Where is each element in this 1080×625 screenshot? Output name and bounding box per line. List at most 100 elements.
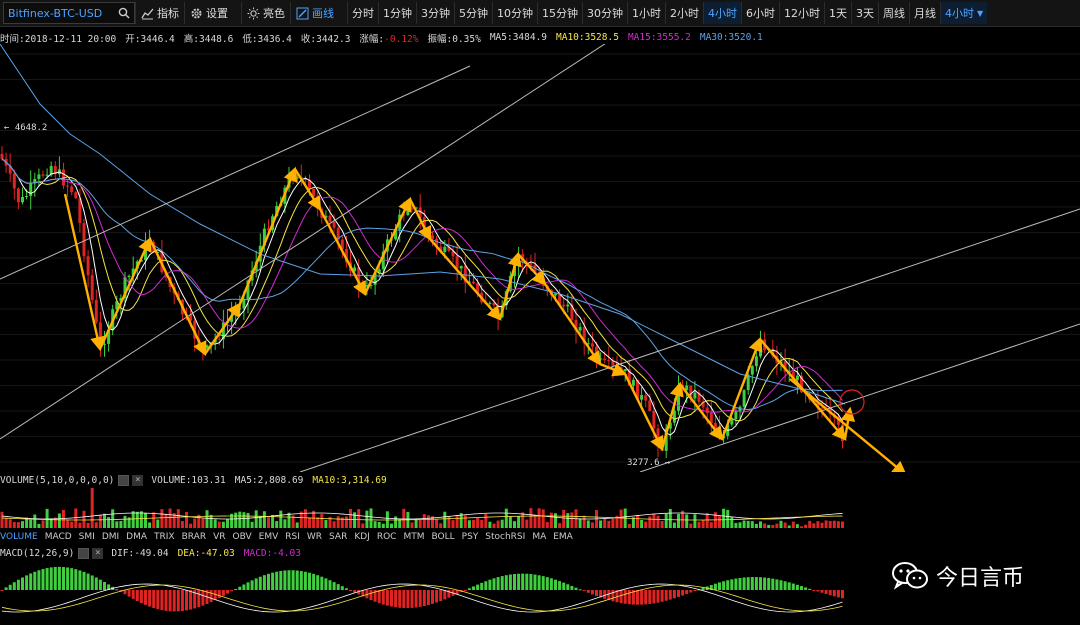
zigzag-arrow[interactable] <box>498 251 522 320</box>
zigzag-arrow[interactable] <box>623 373 664 452</box>
timeframe-4[interactable]: 10分钟 <box>492 2 537 24</box>
timeframe-13[interactable]: 3天 <box>851 2 878 24</box>
volume-bar <box>447 516 451 528</box>
zigzag-arrow[interactable] <box>363 196 412 295</box>
candlestick-chart[interactable] <box>0 44 1080 472</box>
zigzag-arrow[interactable] <box>429 238 502 321</box>
indicator-tab-mtm[interactable]: MTM <box>403 532 425 542</box>
indicator-tab-rsi[interactable]: RSI <box>285 532 300 542</box>
trend-line-1[interactable] <box>299 208 1080 472</box>
timeframe-0[interactable]: 分时 <box>347 2 378 24</box>
trend-line-3[interactable] <box>0 65 471 280</box>
zigzag-arrow[interactable] <box>98 236 152 350</box>
macd-bar <box>152 590 156 608</box>
zigzag-arrow[interactable] <box>679 383 724 441</box>
search-icon[interactable] <box>118 7 130 19</box>
zigzag-arrow[interactable] <box>238 166 298 305</box>
indicator-tab-ema[interactable]: EMA <box>553 532 573 542</box>
indicator-tab-kdj[interactable]: KDJ <box>354 532 370 542</box>
candle-body <box>131 268 135 276</box>
indicator-tab-emv[interactable]: EMV <box>258 532 279 542</box>
macd-settings-icon[interactable] <box>78 548 90 559</box>
indicator-tab-sar[interactable]: SAR <box>329 532 348 542</box>
timeframe-11[interactable]: 12小时 <box>779 2 824 24</box>
indicator-tab-brar[interactable]: BRAR <box>181 532 207 542</box>
indicator-tab-wr[interactable]: WR <box>306 532 323 542</box>
candle-body <box>332 221 336 228</box>
timeframe-14[interactable]: 周线 <box>878 2 909 24</box>
timeframe-dropdown[interactable]: 4小时 ▼ <box>940 2 988 24</box>
watermark-text: 今日言币 <box>936 566 1025 591</box>
zigzag-arrow[interactable] <box>318 208 367 297</box>
indicator-tab-psy[interactable]: PSY <box>461 532 479 542</box>
trend-line-0[interactable] <box>0 44 620 440</box>
trend-line-2[interactable] <box>639 323 1080 472</box>
indicator-tab-macd[interactable]: MACD <box>44 532 72 542</box>
zigzag-arrow[interactable] <box>204 302 242 355</box>
volume-bar <box>271 514 275 528</box>
indicator-tab-vr[interactable]: VR <box>213 532 226 542</box>
zigzag-arrow[interactable] <box>408 198 432 242</box>
highlight-circle[interactable] <box>839 389 865 415</box>
volume-bar <box>578 518 582 528</box>
zigzag-arrow[interactable] <box>720 336 763 440</box>
indicator-tab-boll[interactable]: BOLL <box>431 532 455 542</box>
macd-bar <box>455 590 459 595</box>
volume-settings-icon[interactable] <box>118 475 130 486</box>
candle-body <box>623 369 627 371</box>
symbol-search[interactable]: Bitfinex-BTC-USD <box>3 2 135 24</box>
macd-bar <box>439 590 443 602</box>
volume-bar <box>139 511 143 528</box>
zigzag-arrow[interactable] <box>544 283 602 366</box>
volume-bar <box>295 522 299 528</box>
macd-bar <box>303 571 307 590</box>
timeframe-6[interactable]: 30分钟 <box>582 2 627 24</box>
indicator-tab-ma[interactable]: MA <box>532 532 547 542</box>
macd-bar <box>328 580 332 590</box>
candle-body <box>640 395 644 400</box>
timeframe-15[interactable]: 月线 <box>909 2 940 24</box>
volume-bar <box>234 512 238 528</box>
indicator-tab-trix[interactable]: TRIX <box>154 532 175 542</box>
macd-bar <box>57 566 61 590</box>
volume-bar <box>582 515 586 528</box>
indicator-tab-volume[interactable]: VOLUME <box>0 532 38 542</box>
timeframe-7[interactable]: 1小时 <box>627 2 665 24</box>
zigzag-arrow[interactable] <box>517 253 547 286</box>
indicators-button[interactable]: 指标 <box>135 2 184 24</box>
timeframe-1[interactable]: 1分钟 <box>378 2 416 24</box>
indicator-tab-roc[interactable]: ROC <box>376 532 397 542</box>
zigzag-arrow[interactable] <box>293 168 322 212</box>
zigzag-arrow[interactable] <box>148 238 207 357</box>
zigzag-arrow[interactable] <box>660 381 684 450</box>
macd-close-icon[interactable]: × <box>92 548 104 559</box>
timeframe-10[interactable]: 6小时 <box>741 2 779 24</box>
candle-body <box>492 302 496 306</box>
volume-title: VOLUME(5,10,0,0,0,0) <box>0 475 115 486</box>
indicator-tab-smi[interactable]: SMI <box>78 532 95 542</box>
indicator-tab-dma[interactable]: DMA <box>126 532 148 542</box>
indicator-tab-dmi[interactable]: DMI <box>101 532 120 542</box>
settings-button[interactable]: 设置 <box>184 2 233 24</box>
timeframe-5[interactable]: 15分钟 <box>537 2 582 24</box>
timeframe-3[interactable]: 5分钟 <box>454 2 492 24</box>
draw-button[interactable]: 画线 <box>290 2 339 24</box>
macd-bar <box>619 590 623 604</box>
volume-bar <box>750 521 754 528</box>
candle-body <box>336 227 340 240</box>
indicator-tab-stochrsi[interactable]: StochRSI <box>485 532 526 542</box>
info-time: 时间:2018-12-11 20:00 <box>0 33 117 45</box>
candle-body <box>115 301 119 310</box>
volume-close-icon[interactable]: × <box>132 475 144 486</box>
theme-button[interactable]: 亮色 <box>241 2 290 24</box>
timeframe-9[interactable]: 4小时 <box>703 2 741 24</box>
projection-arrow[interactable] <box>789 378 907 472</box>
macd-bar <box>689 590 693 593</box>
zigzag-arrow[interactable] <box>63 193 105 352</box>
timeframe-12[interactable]: 1天 <box>824 2 851 24</box>
timeframe-8[interactable]: 2小时 <box>665 2 703 24</box>
indicator-tab-obv[interactable]: OBV <box>232 532 252 542</box>
volume-bar <box>94 522 98 528</box>
zigzag-arrow[interactable] <box>599 362 628 377</box>
timeframe-2[interactable]: 3分钟 <box>416 2 454 24</box>
